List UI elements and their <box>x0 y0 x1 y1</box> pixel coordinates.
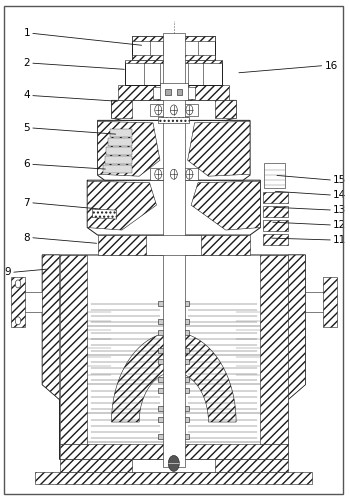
Circle shape <box>15 280 21 288</box>
Polygon shape <box>112 332 236 422</box>
Polygon shape <box>125 60 222 63</box>
Text: 15: 15 <box>333 175 346 185</box>
Polygon shape <box>278 292 330 312</box>
Bar <box>158 388 189 393</box>
Circle shape <box>186 105 193 115</box>
Polygon shape <box>98 122 160 176</box>
Polygon shape <box>132 36 215 60</box>
Polygon shape <box>278 288 305 318</box>
Bar <box>158 330 189 336</box>
Polygon shape <box>263 234 288 245</box>
Text: 2: 2 <box>23 58 30 68</box>
Circle shape <box>155 105 162 115</box>
Bar <box>158 434 189 440</box>
Polygon shape <box>42 288 70 318</box>
Polygon shape <box>110 130 132 137</box>
Circle shape <box>168 456 179 471</box>
Circle shape <box>186 169 193 179</box>
Circle shape <box>155 169 162 179</box>
Bar <box>163 33 185 467</box>
Text: 8: 8 <box>23 232 30 242</box>
Text: 11: 11 <box>333 235 346 245</box>
Circle shape <box>170 105 177 115</box>
Polygon shape <box>188 122 250 176</box>
Polygon shape <box>112 100 236 120</box>
Polygon shape <box>125 60 222 86</box>
Polygon shape <box>18 292 70 312</box>
Text: 16: 16 <box>324 60 338 70</box>
Polygon shape <box>98 235 250 255</box>
Circle shape <box>170 169 177 179</box>
Circle shape <box>15 317 21 325</box>
Polygon shape <box>60 255 87 444</box>
Polygon shape <box>132 36 215 41</box>
Polygon shape <box>87 180 260 235</box>
Polygon shape <box>60 460 288 472</box>
Polygon shape <box>264 162 285 188</box>
Polygon shape <box>92 209 117 219</box>
Polygon shape <box>87 181 156 230</box>
Bar <box>158 417 189 422</box>
Bar <box>158 302 189 306</box>
Polygon shape <box>112 100 132 118</box>
Bar <box>153 87 195 99</box>
Bar <box>146 235 202 255</box>
Bar <box>177 90 182 96</box>
Polygon shape <box>108 138 132 146</box>
Polygon shape <box>118 86 229 100</box>
Polygon shape <box>98 120 250 180</box>
Text: 13: 13 <box>333 205 346 215</box>
Polygon shape <box>169 457 179 467</box>
Polygon shape <box>191 181 260 230</box>
Polygon shape <box>105 156 132 164</box>
Polygon shape <box>106 148 132 155</box>
Polygon shape <box>215 100 236 118</box>
Polygon shape <box>35 472 312 484</box>
Polygon shape <box>103 165 132 172</box>
Bar <box>149 104 198 117</box>
Text: 5: 5 <box>23 123 30 133</box>
Polygon shape <box>263 220 288 231</box>
Polygon shape <box>42 255 305 460</box>
Bar <box>160 83 188 100</box>
Bar <box>149 168 198 180</box>
Polygon shape <box>11 278 25 328</box>
Bar <box>158 319 189 324</box>
Text: 7: 7 <box>23 198 30 207</box>
Bar <box>158 117 189 123</box>
Text: 6: 6 <box>23 159 30 169</box>
Polygon shape <box>42 255 60 400</box>
Polygon shape <box>263 192 288 203</box>
Text: 4: 4 <box>23 90 30 101</box>
Polygon shape <box>288 255 305 400</box>
Text: 14: 14 <box>333 190 346 200</box>
Bar <box>166 90 171 96</box>
Bar <box>132 460 215 472</box>
Bar <box>158 406 189 410</box>
Text: 1: 1 <box>23 28 30 38</box>
Bar <box>158 359 189 364</box>
Polygon shape <box>260 255 288 444</box>
Text: 12: 12 <box>333 220 346 230</box>
Text: 9: 9 <box>5 268 11 278</box>
Polygon shape <box>132 54 215 60</box>
Polygon shape <box>60 444 288 460</box>
Bar <box>158 376 189 382</box>
Polygon shape <box>323 278 336 328</box>
Polygon shape <box>263 206 288 217</box>
Bar <box>158 348 189 352</box>
